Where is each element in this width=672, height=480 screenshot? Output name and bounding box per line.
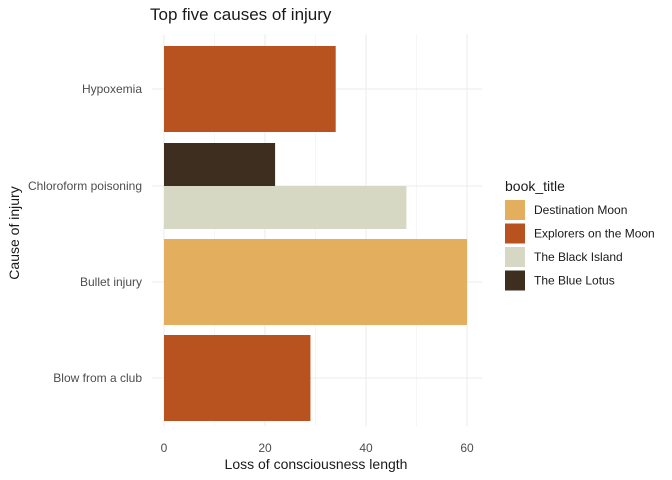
legend-label: The Black Island — [534, 250, 623, 264]
bar-blow-from-a-club-explorers-on-the-moon — [164, 335, 311, 421]
x-tick-label: 60 — [460, 441, 474, 455]
x-tick-label: 40 — [359, 441, 373, 455]
legend-label: Destination Moon — [534, 203, 627, 217]
legend-label: The Blue Lotus — [534, 274, 615, 288]
legend-swatch — [505, 200, 525, 220]
y-axis-title: Cause of injury — [6, 186, 22, 279]
x-tick-label: 0 — [161, 441, 168, 455]
x-tick-label: 20 — [258, 441, 272, 455]
y-tick-labels: Hypoxemia Chloroform poisoning Bullet inju… — [28, 82, 142, 385]
bar-chloroform-poisoning-the-black-island — [164, 186, 407, 229]
legend-swatch — [505, 223, 525, 244]
y-tick-label: Hypoxemia — [82, 82, 142, 96]
chart-title: Top five causes of injury — [150, 5, 332, 24]
bar-chloroform-poisoning-the-blue-lotus — [164, 143, 276, 186]
legend-title: book_title — [505, 178, 565, 194]
x-axis-title: Loss of consciousness length — [225, 456, 408, 472]
legend: book_title Destination Moon Explorers on … — [505, 178, 655, 291]
y-tick-label: Bullet injury — [80, 275, 142, 289]
legend-swatch — [505, 247, 525, 267]
x-tick-labels: 0 20 40 60 — [161, 441, 474, 455]
legend-swatch — [505, 270, 525, 291]
y-tick-label: Chloroform poisoning — [28, 179, 142, 193]
bars — [164, 46, 467, 421]
legend-label: Explorers on the Moon — [534, 227, 655, 241]
y-tick-label: Blow from a club — [53, 371, 142, 385]
bar-hypoxemia-explorers-on-the-moon — [164, 46, 336, 132]
bar-bullet-injury-destination-moon — [164, 239, 467, 325]
